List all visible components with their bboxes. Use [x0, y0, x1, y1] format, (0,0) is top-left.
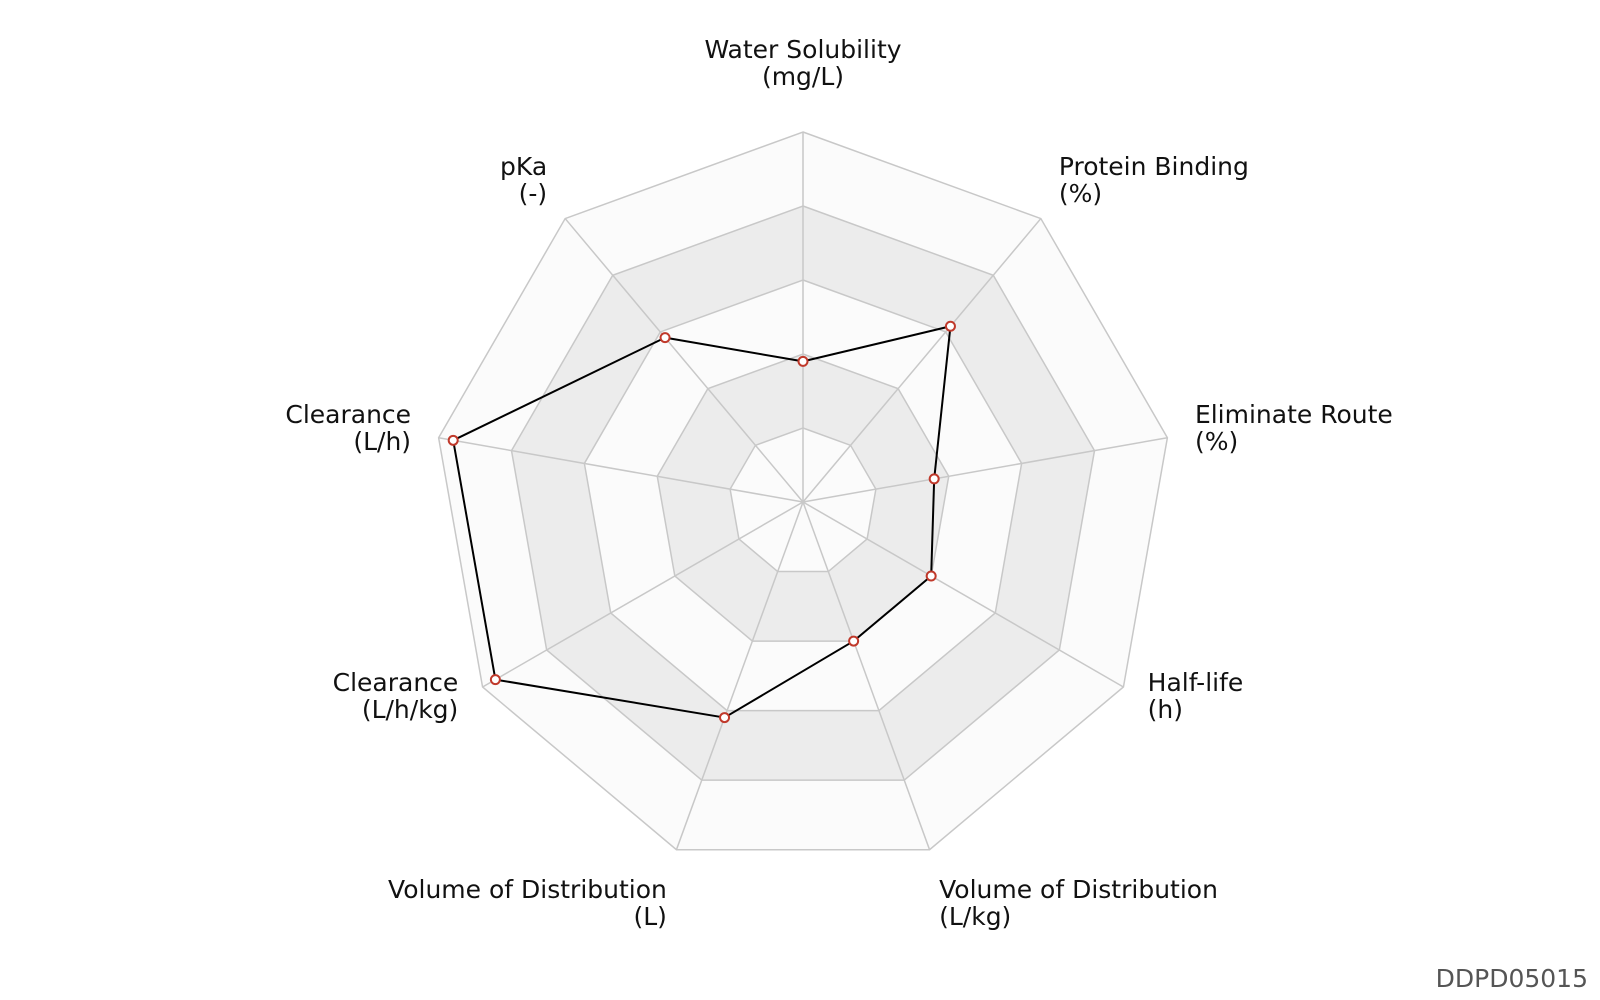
data-point-8 — [659, 332, 671, 344]
axis-label-name-1: Protein Binding — [1059, 152, 1249, 181]
data-point-5 — [719, 712, 731, 724]
axis-label-2: Eliminate Route (%) — [1195, 400, 1393, 456]
axis-label-unit-7: (L/h) — [353, 427, 411, 456]
spoke-6 — [482, 501, 804, 688]
data-point-1 — [944, 320, 956, 332]
data-point-2 — [928, 473, 940, 485]
axis-label-unit-1: (%) — [1059, 179, 1102, 208]
axis-label-name-6: Clearance — [333, 668, 459, 697]
axis-label-name-5: Volume of Distribution — [388, 875, 667, 904]
axis-label-7: Clearance (L/h) — [285, 400, 411, 456]
axis-label-6: Clearance (L/h/kg) — [333, 668, 459, 724]
axis-label-3: Half-life (h) — [1148, 668, 1244, 724]
axis-label-4: Volume of Distribution (L/kg) — [939, 875, 1218, 931]
axis-label-unit-4: (L/kg) — [939, 902, 1011, 931]
axis-label-8: pKa (-) — [500, 152, 547, 208]
axis-label-unit-5: (L) — [633, 902, 666, 931]
axis-label-name-7: Clearance — [285, 400, 411, 429]
axis-label-0: Water Solubility (mg/L) — [704, 35, 901, 91]
axis-label-1: Protein Binding (%) — [1059, 152, 1249, 208]
axis-label-name-2: Eliminate Route — [1195, 400, 1393, 429]
series-line — [452, 325, 952, 719]
spoke-3 — [802, 501, 1124, 688]
spoke-5 — [675, 501, 804, 850]
data-point-0 — [797, 355, 809, 367]
axis-label-unit-2: (%) — [1195, 427, 1238, 456]
axis-label-5: Volume of Distribution (L) — [388, 875, 667, 931]
data-point-7 — [447, 434, 459, 446]
spoke-8 — [564, 218, 804, 503]
data-point-4 — [848, 635, 860, 647]
axis-label-name-0: Water Solubility — [704, 35, 901, 64]
spoke-2 — [802, 437, 1168, 503]
spoke-1 — [802, 218, 1042, 503]
data-point-6 — [489, 674, 501, 686]
spoke-7 — [438, 437, 804, 503]
radar-spokes — [438, 132, 1168, 850]
id-label: DDPD05015 — [1436, 964, 1588, 993]
radar-series — [452, 325, 952, 719]
axis-label-unit-6: (L/h/kg) — [362, 695, 458, 724]
axis-label-unit-0: (mg/L) — [762, 62, 844, 91]
axis-label-name-8: pKa — [500, 152, 547, 181]
axis-label-unit-3: (h) — [1148, 695, 1183, 724]
axis-label-unit-8: (-) — [519, 179, 548, 208]
data-point-3 — [925, 570, 937, 582]
radar-axis-labels: Water Solubility (mg/L)Protein Binding (%)… — [285, 35, 1392, 931]
axis-label-name-3: Half-life — [1148, 668, 1244, 697]
axis-label-name-4: Volume of Distribution — [939, 875, 1218, 904]
spoke-4 — [802, 501, 931, 850]
radar-points — [447, 320, 956, 724]
